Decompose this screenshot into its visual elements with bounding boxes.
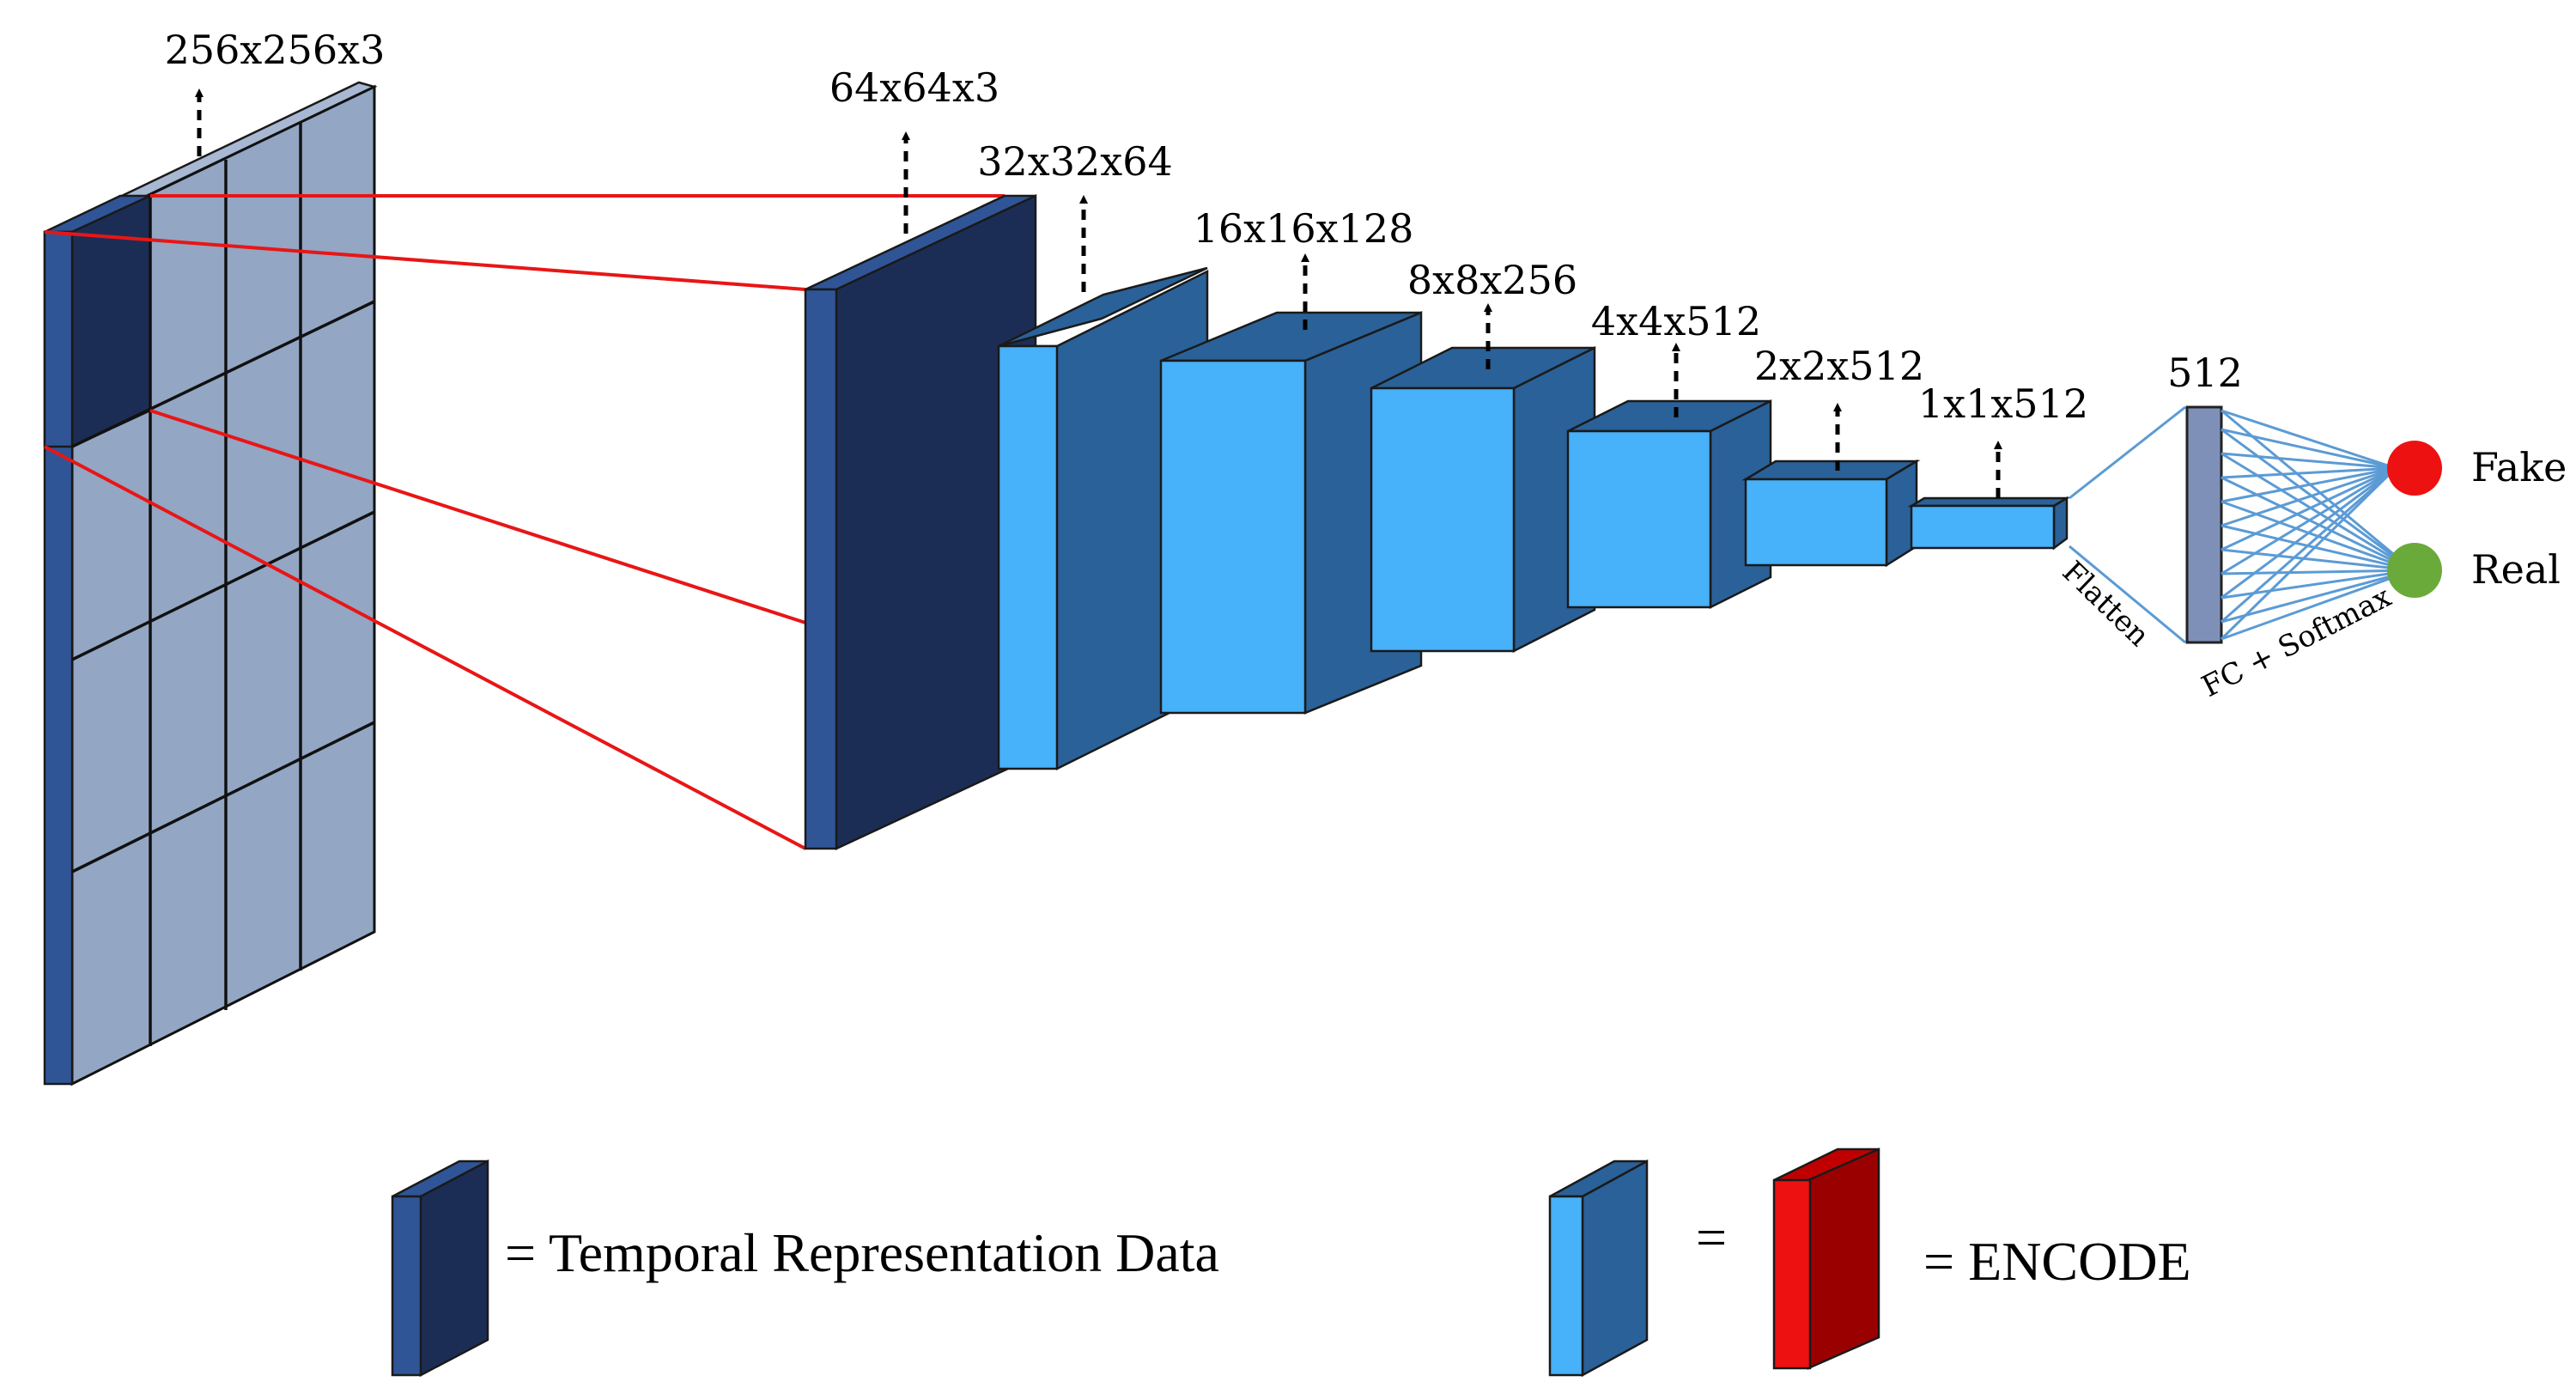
projection-line <box>44 230 806 291</box>
legend-equals-label: = <box>1696 1207 1727 1268</box>
output-real-label: Real <box>2471 546 2561 593</box>
layer-dim-label: 1x1x512 <box>1918 380 2088 427</box>
grid-line <box>71 300 375 448</box>
layer-dim-label: 2x2x512 <box>1754 343 1924 389</box>
layer-32x32x64 <box>997 266 1209 770</box>
layer-64x64x3 <box>804 194 1037 850</box>
layer-4x4x512 <box>1566 399 1772 610</box>
layer-dim-label: 64x64x3 <box>829 64 999 111</box>
flatten-line <box>2069 405 2186 500</box>
legend-encode-blue-icon <box>1548 1159 1649 1378</box>
layer-8x8x256 <box>1370 345 1596 654</box>
grid-line <box>71 510 375 661</box>
layer-1x1x512 <box>1907 496 2071 551</box>
output-fake-label: Fake <box>2471 444 2567 490</box>
projection-line <box>44 445 806 850</box>
layer-dim-label: 16x16x128 <box>1194 205 1414 252</box>
dense-dim-label: 512 <box>2167 350 2243 396</box>
input-tensor <box>43 81 378 1087</box>
legend-encode-label: = ENCODE <box>1923 1231 2191 1292</box>
flatten-line <box>2069 545 2186 644</box>
legend-temporal-icon <box>391 1159 489 1378</box>
projection-line <box>149 409 806 624</box>
dense-layer-512 <box>2185 405 2223 644</box>
projection-lines <box>44 194 1005 850</box>
layer-dim-label: 32x32x64 <box>977 138 1172 185</box>
grid-line <box>71 721 375 874</box>
output-real-node <box>2387 543 2442 598</box>
layer-2x2x512 <box>1741 459 1921 568</box>
legend-encode-red-icon <box>1772 1147 1880 1370</box>
input-window-edge <box>43 230 74 448</box>
layer-dim-label: 8x8x256 <box>1407 257 1577 303</box>
output-fake-node <box>2387 441 2442 496</box>
input-dim-label: 256x256x3 <box>165 27 386 73</box>
layer-dim-label: 4x4x512 <box>1591 298 1761 344</box>
fc-connections <box>2220 409 2414 641</box>
legend-temporal-label: = Temporal Representation Data <box>505 1222 1219 1283</box>
